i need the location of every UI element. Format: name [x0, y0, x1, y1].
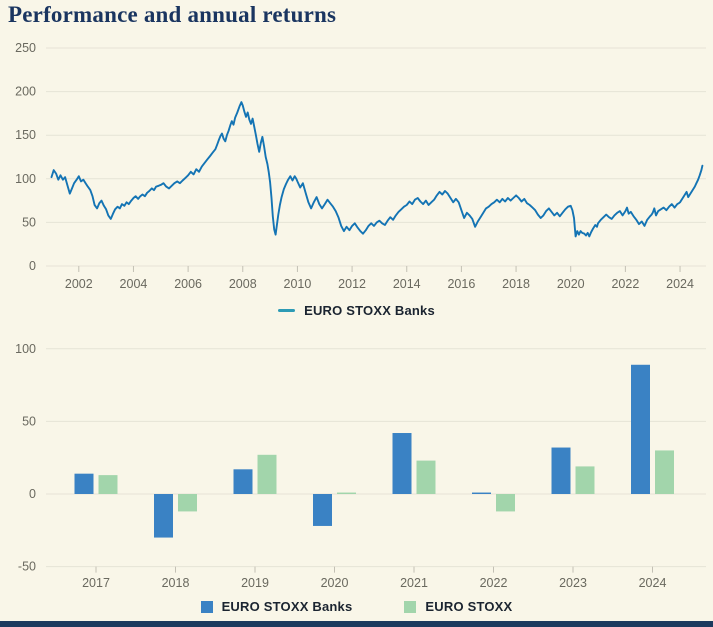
svg-text:2020: 2020 [557, 277, 585, 291]
svg-text:150: 150 [15, 128, 36, 142]
svg-text:0: 0 [29, 487, 36, 501]
svg-text:2006: 2006 [174, 277, 202, 291]
svg-text:2002: 2002 [65, 277, 93, 291]
legend-item-euro-stoxx-banks: EURO STOXX Banks [200, 599, 353, 614]
line-series-marker-icon [278, 309, 296, 312]
svg-text:2022: 2022 [611, 277, 639, 291]
annual-returns-bar-chart: -50 0 50 100 2017 2018 2019 2020 2021 2022 2023 202… [15, 342, 706, 590]
svg-text:100: 100 [15, 172, 36, 186]
svg-text:2021: 2021 [400, 576, 428, 590]
svg-text:2023: 2023 [559, 576, 587, 590]
svg-text:2022: 2022 [480, 576, 508, 590]
svg-text:250: 250 [15, 41, 36, 55]
svg-text:2024: 2024 [639, 576, 667, 590]
svg-text:2004: 2004 [120, 277, 148, 291]
svg-text:2020: 2020 [321, 576, 349, 590]
bar-chart-legend: EURO STOXX Banks EURO STOXX [0, 599, 713, 614]
svg-text:2010: 2010 [284, 277, 312, 291]
svg-text:2017: 2017 [82, 576, 110, 590]
svg-text:100: 100 [15, 342, 36, 356]
svg-text:50: 50 [22, 215, 36, 229]
svg-text:2012: 2012 [338, 277, 366, 291]
svg-text:2008: 2008 [229, 277, 257, 291]
svg-text:200: 200 [15, 85, 36, 99]
svg-text:2019: 2019 [241, 576, 269, 590]
svg-text:2024: 2024 [666, 277, 694, 291]
svg-text:2018: 2018 [502, 277, 530, 291]
stoxx-legend-label: EURO STOXX [425, 599, 513, 614]
svg-text:2018: 2018 [162, 576, 190, 590]
footer-accent-bar [0, 621, 713, 627]
line-legend-label: EURO STOXX Banks [304, 303, 435, 318]
svg-text:2016: 2016 [447, 277, 475, 291]
banks-legend-label: EURO STOXX Banks [221, 599, 353, 614]
legend-item-euro-stoxx: EURO STOXX [404, 599, 512, 614]
line-chart-legend: EURO STOXX Banks [0, 303, 713, 318]
svg-text:-50: -50 [18, 560, 36, 574]
performance-line-chart: 0 50 100 150 200 250 2002 2004 2006 2008 2010 2012 2… [15, 41, 706, 291]
banks-swatch-icon [200, 600, 213, 613]
svg-text:0: 0 [29, 259, 36, 273]
stoxx-swatch-icon [404, 600, 417, 613]
svg-text:2014: 2014 [393, 277, 421, 291]
page-title: Performance and annual returns [8, 2, 337, 27]
svg-text:50: 50 [22, 414, 36, 428]
